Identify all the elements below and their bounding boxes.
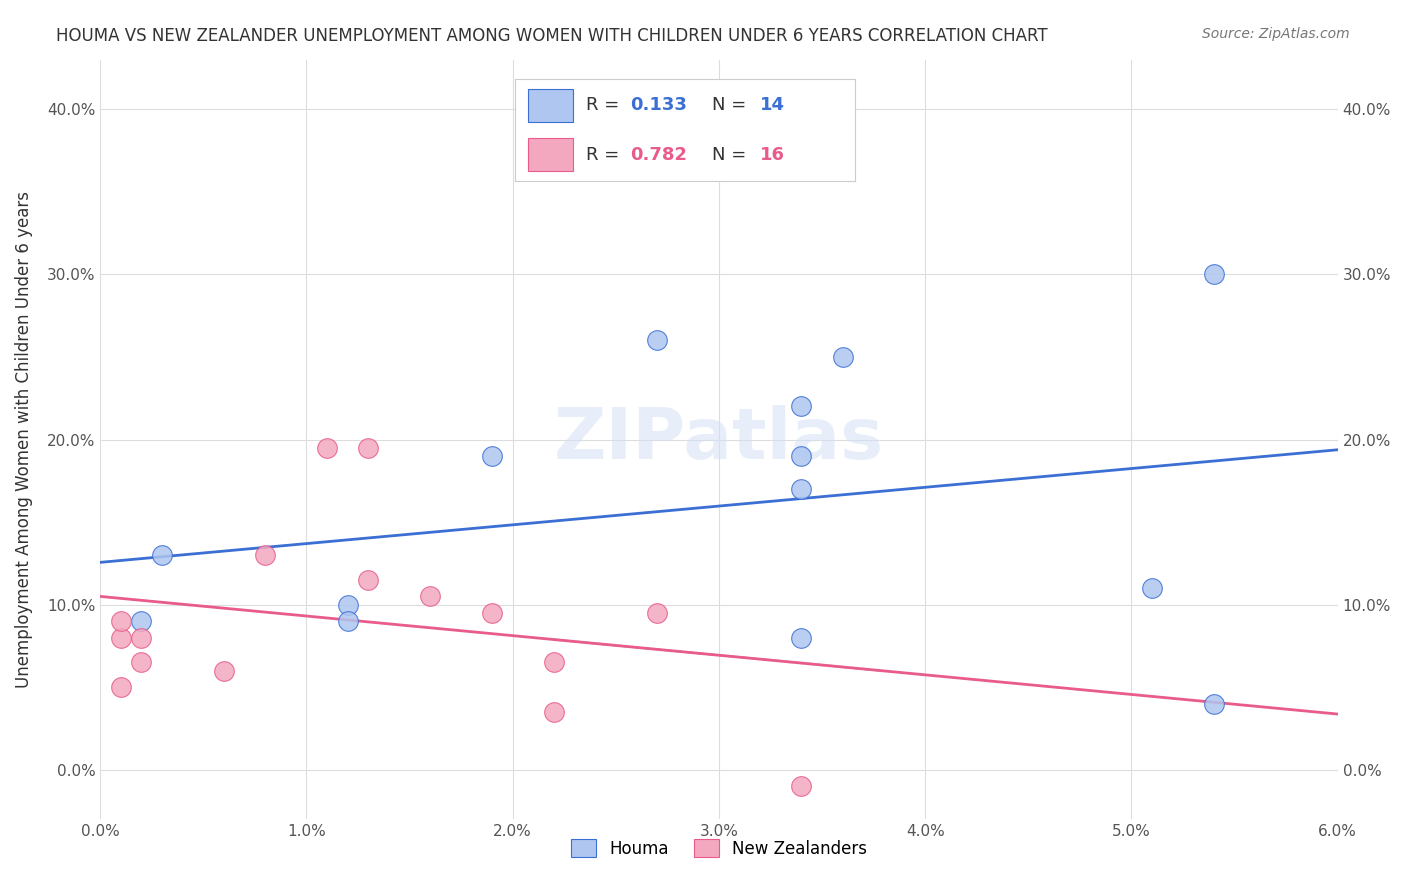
Point <box>645 334 668 348</box>
Point <box>212 664 235 678</box>
Legend: Houma, New Zealanders: Houma, New Zealanders <box>564 833 873 864</box>
Text: Source: ZipAtlas.com: Source: ZipAtlas.com <box>1202 27 1350 41</box>
Text: ZIPatlas: ZIPatlas <box>554 405 884 474</box>
Point <box>131 614 153 628</box>
Point <box>110 680 132 694</box>
Point <box>481 449 503 463</box>
Point <box>645 606 668 620</box>
Point <box>419 590 441 604</box>
Point <box>790 482 813 496</box>
Point <box>316 441 339 455</box>
Point <box>790 449 813 463</box>
Point <box>790 400 813 414</box>
Point <box>357 441 380 455</box>
Point <box>1140 581 1163 595</box>
Point <box>790 631 813 645</box>
Point <box>543 656 565 670</box>
Point <box>1202 697 1225 711</box>
Point <box>481 606 503 620</box>
Point <box>543 705 565 719</box>
Point <box>150 548 173 562</box>
Point <box>336 614 359 628</box>
Point <box>831 350 853 364</box>
Y-axis label: Unemployment Among Women with Children Under 6 years: Unemployment Among Women with Children U… <box>15 191 32 688</box>
Point <box>1202 268 1225 282</box>
Point <box>254 548 277 562</box>
Point <box>110 631 132 645</box>
Point <box>357 573 380 587</box>
Point <box>131 631 153 645</box>
Point <box>131 656 153 670</box>
Point <box>110 614 132 628</box>
Point <box>790 780 813 794</box>
Text: HOUMA VS NEW ZEALANDER UNEMPLOYMENT AMONG WOMEN WITH CHILDREN UNDER 6 YEARS CORR: HOUMA VS NEW ZEALANDER UNEMPLOYMENT AMON… <box>56 27 1047 45</box>
Point <box>336 598 359 612</box>
